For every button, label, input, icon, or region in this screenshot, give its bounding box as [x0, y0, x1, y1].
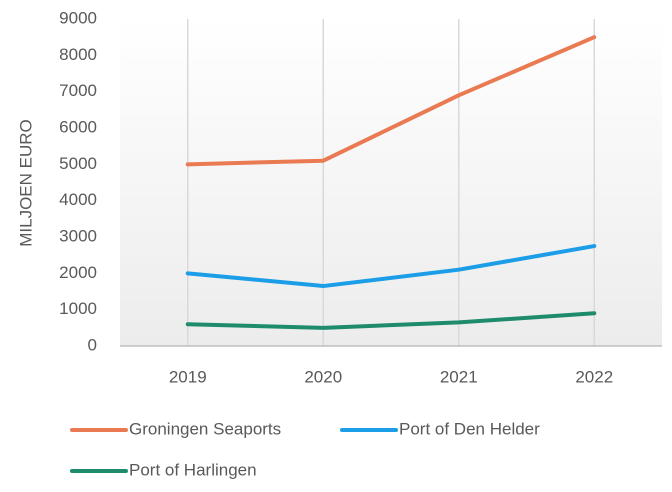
series-line: [185, 244, 597, 289]
y-tick-label: 0: [88, 335, 97, 354]
series-line: [185, 35, 597, 167]
legend-label: Port of Den Helder: [399, 419, 540, 438]
y-tick-label: 4000: [59, 190, 97, 209]
y-axis-label: MILJOEN EURO: [16, 119, 35, 247]
y-tick-label: 2000: [59, 263, 97, 282]
y-tick-label: 9000: [59, 8, 97, 27]
series-line: [185, 311, 597, 330]
plot-area: [120, 19, 662, 346]
legend-label: Port of Harlingen: [129, 460, 257, 479]
y-tick-label: 8000: [59, 45, 97, 64]
y-tick-label: 5000: [59, 154, 97, 173]
x-tick-label: 2019: [169, 367, 207, 386]
x-tick-label: 2022: [575, 367, 613, 386]
x-tick-label: 2021: [440, 367, 478, 386]
y-tick-label: 6000: [59, 117, 97, 136]
y-tick-label: 1000: [59, 299, 97, 318]
y-tick-label: 3000: [59, 226, 97, 245]
y-tick-label: 7000: [59, 81, 97, 100]
legend-label: Groningen Seaports: [129, 419, 281, 438]
x-tick-label: 2020: [304, 367, 342, 386]
